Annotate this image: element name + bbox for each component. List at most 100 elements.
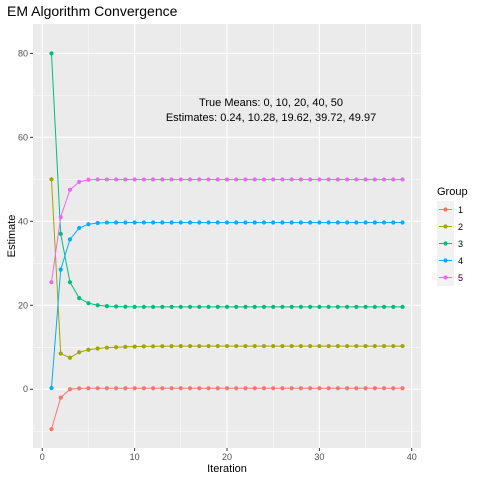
data-point xyxy=(58,395,63,400)
data-point xyxy=(215,343,220,349)
data-point xyxy=(224,343,230,349)
data-point xyxy=(141,220,146,225)
data-point xyxy=(132,386,137,391)
data-point xyxy=(326,177,331,182)
data-point xyxy=(280,343,285,349)
data-point xyxy=(58,351,63,356)
series-5 xyxy=(49,177,405,285)
data-point xyxy=(67,280,73,285)
series-4 xyxy=(49,220,405,391)
data-point xyxy=(381,177,387,182)
legend-entry-3: 3 xyxy=(437,235,463,252)
data-point xyxy=(243,386,248,391)
x-axis-title: Iteration xyxy=(207,463,247,475)
legend-label: 4 xyxy=(458,256,463,266)
data-point xyxy=(243,343,248,349)
data-point xyxy=(160,304,165,309)
data-point xyxy=(335,386,340,391)
data-point xyxy=(308,343,313,349)
data-point xyxy=(123,344,128,349)
series-layer xyxy=(49,51,405,432)
data-point xyxy=(271,220,276,225)
data-point xyxy=(261,386,267,391)
data-point xyxy=(160,177,165,182)
data-point xyxy=(95,177,100,182)
data-point xyxy=(308,304,313,309)
data-point xyxy=(114,220,119,225)
y-tick-label: 60 xyxy=(18,132,28,142)
data-point xyxy=(187,177,193,182)
data-point xyxy=(169,344,174,349)
data-point xyxy=(132,344,137,349)
data-point xyxy=(289,304,294,309)
data-point xyxy=(224,386,230,391)
data-point xyxy=(150,386,156,391)
data-point xyxy=(289,343,294,349)
data-point xyxy=(215,220,220,225)
data-point xyxy=(243,177,248,182)
data-point xyxy=(298,343,304,349)
data-point xyxy=(252,177,257,182)
data-point xyxy=(49,177,54,182)
data-point xyxy=(49,280,54,285)
data-point xyxy=(317,343,322,349)
x-axis: 0 10 20 30 40 xyxy=(40,448,417,462)
legend-key-point xyxy=(443,258,448,263)
data-point xyxy=(86,347,91,352)
annotation-estimates: Estimates: 0.24, 10.28, 19.62, 39.72, 49… xyxy=(166,112,376,124)
data-point xyxy=(234,177,239,182)
data-point xyxy=(354,220,359,225)
data-point xyxy=(326,220,331,225)
data-point xyxy=(104,177,110,182)
data-point xyxy=(381,343,387,349)
data-point xyxy=(206,220,211,225)
data-point xyxy=(234,220,239,225)
data-point xyxy=(197,220,202,225)
data-point xyxy=(363,220,368,225)
data-point xyxy=(77,179,82,184)
data-point xyxy=(252,220,257,225)
data-point xyxy=(363,177,368,182)
data-point xyxy=(271,304,276,309)
data-point xyxy=(381,220,387,225)
data-point xyxy=(335,304,340,309)
data-point xyxy=(354,177,359,182)
grid-minor xyxy=(33,24,421,448)
data-point xyxy=(391,220,396,225)
legend-key-point xyxy=(443,275,448,280)
data-point xyxy=(77,225,82,231)
data-point xyxy=(261,177,267,182)
data-point xyxy=(215,386,220,391)
data-point xyxy=(289,386,294,391)
series-3 xyxy=(49,51,405,309)
data-point xyxy=(197,386,202,391)
data-point xyxy=(261,304,267,309)
data-point xyxy=(326,304,331,309)
data-point xyxy=(169,386,174,391)
data-point xyxy=(67,187,73,192)
data-point xyxy=(67,237,73,242)
data-point xyxy=(298,220,304,225)
data-point xyxy=(381,386,387,391)
data-point xyxy=(160,220,165,225)
legend-entry-5: 5 xyxy=(437,269,463,286)
x-tick-label: 10 xyxy=(130,452,140,462)
data-point xyxy=(104,220,110,225)
data-point xyxy=(298,304,304,309)
data-point xyxy=(363,304,368,309)
data-point xyxy=(104,304,110,309)
data-point xyxy=(114,304,119,309)
data-point xyxy=(206,304,211,309)
data-point xyxy=(372,177,377,182)
annotation-true-means: True Means: 0, 10, 20, 40, 50 xyxy=(199,97,343,109)
data-point xyxy=(77,350,82,355)
data-point xyxy=(132,220,137,225)
data-point xyxy=(150,220,156,225)
data-point xyxy=(123,177,128,182)
data-point xyxy=(308,220,313,225)
data-point xyxy=(187,386,193,391)
data-point xyxy=(95,220,100,226)
data-point xyxy=(354,304,359,309)
data-point xyxy=(252,343,257,349)
